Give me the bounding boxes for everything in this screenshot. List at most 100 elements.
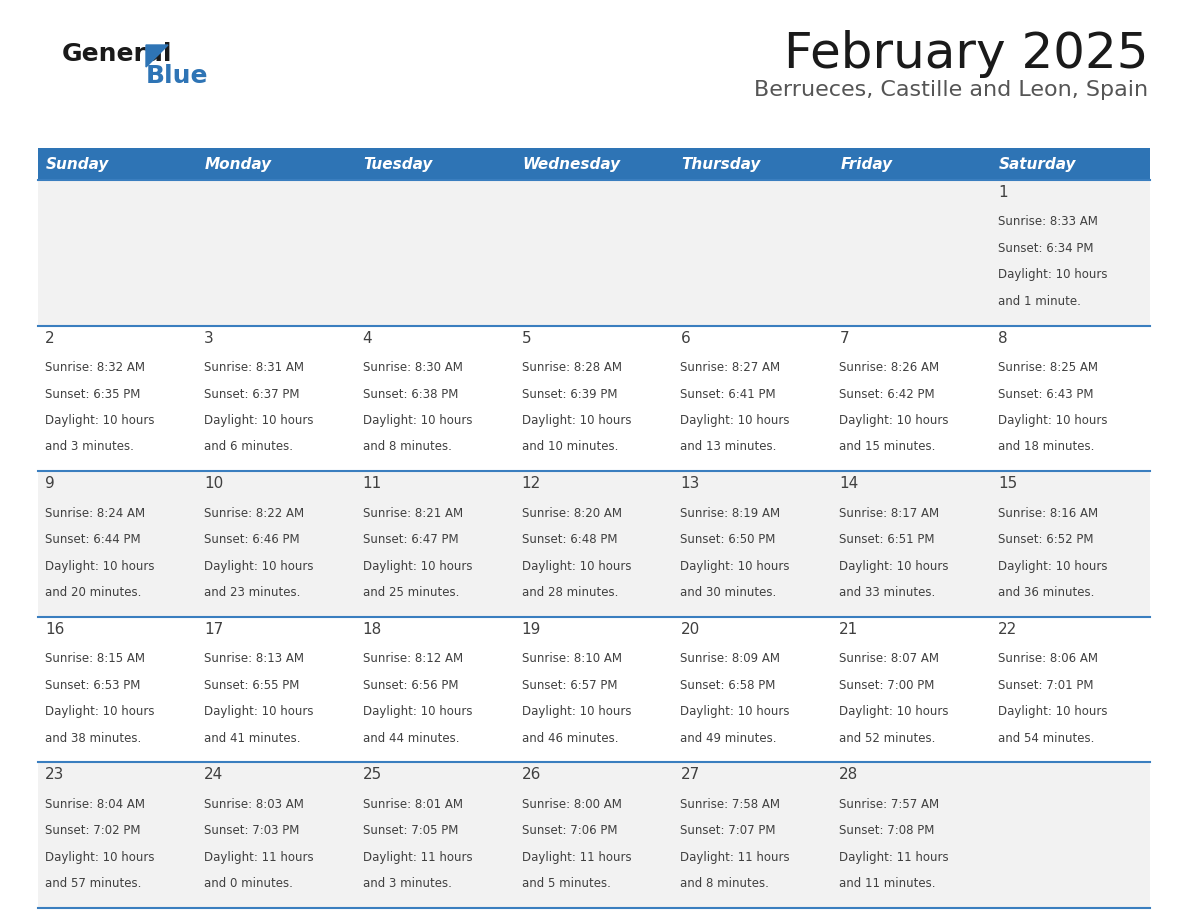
Text: Saturday: Saturday (999, 156, 1076, 172)
Text: Sunrise: 8:17 AM: Sunrise: 8:17 AM (839, 507, 940, 520)
Text: Sunrise: 8:27 AM: Sunrise: 8:27 AM (681, 361, 781, 374)
Text: Sunrise: 8:28 AM: Sunrise: 8:28 AM (522, 361, 621, 374)
Text: Sunset: 6:55 PM: Sunset: 6:55 PM (204, 678, 299, 692)
Text: Sunrise: 8:21 AM: Sunrise: 8:21 AM (362, 507, 463, 520)
Text: Sunset: 7:02 PM: Sunset: 7:02 PM (45, 824, 140, 837)
Text: Daylight: 10 hours: Daylight: 10 hours (522, 414, 631, 427)
Text: Blue: Blue (146, 64, 209, 88)
Text: Daylight: 10 hours: Daylight: 10 hours (204, 705, 314, 718)
Text: 23: 23 (45, 767, 64, 782)
Text: Daylight: 10 hours: Daylight: 10 hours (362, 705, 472, 718)
Text: Thursday: Thursday (682, 156, 760, 172)
Text: Sunrise: 8:24 AM: Sunrise: 8:24 AM (45, 507, 145, 520)
Bar (38, 326, 1150, 471)
Text: Sunset: 7:08 PM: Sunset: 7:08 PM (839, 824, 935, 837)
Text: and 15 minutes.: and 15 minutes. (839, 441, 936, 453)
Text: Sunset: 7:05 PM: Sunset: 7:05 PM (362, 824, 459, 837)
Text: Sunset: 6:46 PM: Sunset: 6:46 PM (204, 533, 299, 546)
Text: and 1 minute.: and 1 minute. (998, 295, 1081, 308)
Text: Sunrise: 8:20 AM: Sunrise: 8:20 AM (522, 507, 621, 520)
Text: 25: 25 (362, 767, 383, 782)
Text: and 6 minutes.: and 6 minutes. (204, 441, 293, 453)
Text: 22: 22 (998, 621, 1017, 637)
Text: and 3 minutes.: and 3 minutes. (45, 441, 134, 453)
Text: and 57 minutes.: and 57 minutes. (45, 878, 141, 890)
Text: Sunrise: 8:16 AM: Sunrise: 8:16 AM (998, 507, 1098, 520)
Text: 9: 9 (45, 476, 55, 491)
Text: Sunset: 7:03 PM: Sunset: 7:03 PM (204, 824, 299, 837)
Text: and 8 minutes.: and 8 minutes. (681, 878, 770, 890)
Text: February 2025: February 2025 (784, 30, 1148, 78)
Text: and 44 minutes.: and 44 minutes. (362, 732, 460, 744)
Text: and 8 minutes.: and 8 minutes. (362, 441, 451, 453)
Text: Daylight: 10 hours: Daylight: 10 hours (362, 560, 472, 573)
Text: Sunrise: 8:09 AM: Sunrise: 8:09 AM (681, 653, 781, 666)
Text: and 3 minutes.: and 3 minutes. (362, 878, 451, 890)
Text: Sunrise: 8:26 AM: Sunrise: 8:26 AM (839, 361, 940, 374)
Text: Berrueces, Castille and Leon, Spain: Berrueces, Castille and Leon, Spain (754, 80, 1148, 100)
Text: Sunrise: 8:32 AM: Sunrise: 8:32 AM (45, 361, 145, 374)
Text: and 33 minutes.: and 33 minutes. (839, 586, 935, 599)
Text: Sunset: 6:42 PM: Sunset: 6:42 PM (839, 387, 935, 400)
Text: 5: 5 (522, 330, 531, 345)
Text: 4: 4 (362, 330, 372, 345)
Text: Sunset: 6:35 PM: Sunset: 6:35 PM (45, 387, 140, 400)
Bar (38, 471, 1150, 617)
Text: Sunset: 6:47 PM: Sunset: 6:47 PM (362, 533, 459, 546)
Text: Sunset: 6:56 PM: Sunset: 6:56 PM (362, 678, 459, 692)
Text: Daylight: 10 hours: Daylight: 10 hours (998, 414, 1107, 427)
Text: Daylight: 10 hours: Daylight: 10 hours (45, 414, 154, 427)
Bar (38, 617, 1150, 763)
Text: Sunset: 6:37 PM: Sunset: 6:37 PM (204, 387, 299, 400)
Text: 6: 6 (681, 330, 690, 345)
Text: Sunset: 7:06 PM: Sunset: 7:06 PM (522, 824, 617, 837)
Text: 14: 14 (839, 476, 859, 491)
Text: Sunrise: 8:13 AM: Sunrise: 8:13 AM (204, 653, 304, 666)
Text: Daylight: 10 hours: Daylight: 10 hours (681, 414, 790, 427)
Text: Sunrise: 8:25 AM: Sunrise: 8:25 AM (998, 361, 1098, 374)
Text: Daylight: 11 hours: Daylight: 11 hours (362, 851, 473, 864)
Text: Sunrise: 8:15 AM: Sunrise: 8:15 AM (45, 653, 145, 666)
Text: Daylight: 10 hours: Daylight: 10 hours (362, 414, 472, 427)
Text: Daylight: 10 hours: Daylight: 10 hours (839, 560, 949, 573)
Text: Sunrise: 8:06 AM: Sunrise: 8:06 AM (998, 653, 1098, 666)
Text: Daylight: 10 hours: Daylight: 10 hours (204, 560, 314, 573)
Text: Daylight: 10 hours: Daylight: 10 hours (204, 414, 314, 427)
Text: and 18 minutes.: and 18 minutes. (998, 441, 1094, 453)
Text: 13: 13 (681, 476, 700, 491)
Text: Daylight: 11 hours: Daylight: 11 hours (839, 851, 949, 864)
Text: Sunset: 6:39 PM: Sunset: 6:39 PM (522, 387, 617, 400)
Text: Daylight: 10 hours: Daylight: 10 hours (839, 414, 949, 427)
Text: Sunday: Sunday (46, 156, 109, 172)
Text: Friday: Friday (840, 156, 892, 172)
Text: Sunset: 6:44 PM: Sunset: 6:44 PM (45, 533, 140, 546)
Text: 19: 19 (522, 621, 541, 637)
Text: Sunset: 6:34 PM: Sunset: 6:34 PM (998, 242, 1094, 255)
Bar (38, 180, 1150, 326)
Text: Sunrise: 8:19 AM: Sunrise: 8:19 AM (681, 507, 781, 520)
Text: Sunset: 6:53 PM: Sunset: 6:53 PM (45, 678, 140, 692)
Text: Sunset: 6:48 PM: Sunset: 6:48 PM (522, 533, 617, 546)
Text: 17: 17 (204, 621, 223, 637)
Text: and 54 minutes.: and 54 minutes. (998, 732, 1094, 744)
Text: Sunset: 6:43 PM: Sunset: 6:43 PM (998, 387, 1094, 400)
Text: Sunset: 6:38 PM: Sunset: 6:38 PM (362, 387, 459, 400)
Text: Sunset: 7:01 PM: Sunset: 7:01 PM (998, 678, 1094, 692)
Text: Sunset: 6:41 PM: Sunset: 6:41 PM (681, 387, 776, 400)
Text: Daylight: 11 hours: Daylight: 11 hours (522, 851, 631, 864)
Text: Daylight: 10 hours: Daylight: 10 hours (522, 560, 631, 573)
Text: Daylight: 10 hours: Daylight: 10 hours (45, 560, 154, 573)
Text: and 10 minutes.: and 10 minutes. (522, 441, 618, 453)
Text: 20: 20 (681, 621, 700, 637)
Text: Daylight: 10 hours: Daylight: 10 hours (998, 268, 1107, 282)
Text: and 23 minutes.: and 23 minutes. (204, 586, 301, 599)
Text: 21: 21 (839, 621, 859, 637)
Text: Sunrise: 8:31 AM: Sunrise: 8:31 AM (204, 361, 304, 374)
Text: 27: 27 (681, 767, 700, 782)
Text: 15: 15 (998, 476, 1017, 491)
Text: 24: 24 (204, 767, 223, 782)
Bar (38, 763, 1150, 908)
Text: Sunset: 7:00 PM: Sunset: 7:00 PM (839, 678, 935, 692)
Text: Daylight: 10 hours: Daylight: 10 hours (681, 705, 790, 718)
Text: and 25 minutes.: and 25 minutes. (362, 586, 459, 599)
